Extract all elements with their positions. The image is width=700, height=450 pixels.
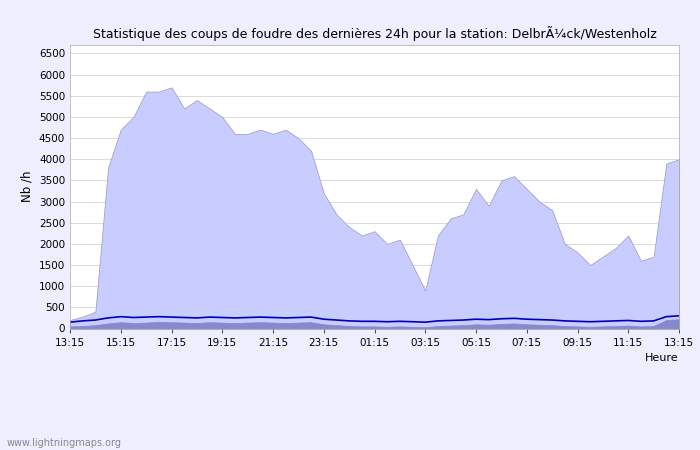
Y-axis label: Nb /h: Nb /h	[20, 171, 34, 202]
Text: Heure: Heure	[645, 353, 679, 363]
Title: Statistique des coups de foudre des dernières 24h pour la station: DelbrÃ¼ck/Wes: Statistique des coups de foudre des dern…	[92, 26, 657, 41]
Text: www.lightningmaps.org: www.lightningmaps.org	[7, 438, 122, 448]
